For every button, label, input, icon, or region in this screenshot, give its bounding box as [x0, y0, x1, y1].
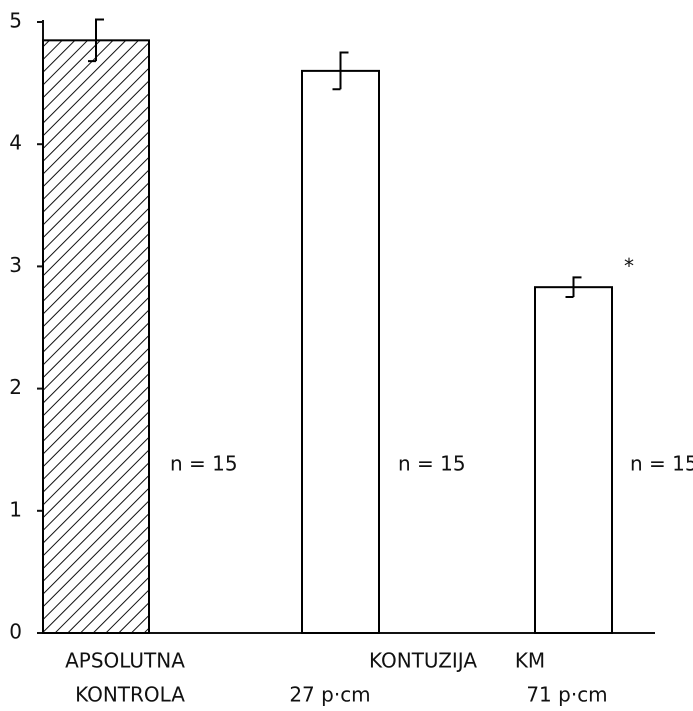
y-tick-label: 5 — [9, 9, 22, 33]
sample-size: n = 15 — [630, 452, 693, 476]
chart: 0 1 2 3 4 5 n = 15 KONTROLA n = 15 27 p·cm n = 15 *… — [0, 0, 693, 711]
y-tick-label: 3 — [9, 253, 22, 277]
bar — [43, 40, 149, 633]
x-tick-label: 71 p·cm — [526, 683, 607, 707]
y-tick-label: 1 — [9, 497, 22, 521]
x-group-label: KONTUZIJA — [369, 649, 477, 673]
x-group-label: KM — [515, 649, 545, 673]
bar — [535, 287, 612, 633]
x-tick-label: KONTROLA — [75, 683, 185, 707]
sample-size: n = 15 — [398, 452, 466, 476]
y-tick-label: 2 — [9, 375, 22, 399]
page: 0 1 2 3 4 5 n = 15 KONTROLA n = 15 27 p·cm n = 15 *… — [0, 0, 693, 711]
significance-marker: * — [624, 254, 634, 278]
x-tick-label: 27 p·cm — [289, 683, 370, 707]
bar — [302, 71, 379, 633]
x-group-label: APSOLUTNA — [65, 649, 185, 673]
y-tick-label: 0 — [9, 620, 22, 644]
sample-size: n = 15 — [170, 452, 238, 476]
y-tick-label: 4 — [9, 131, 22, 155]
